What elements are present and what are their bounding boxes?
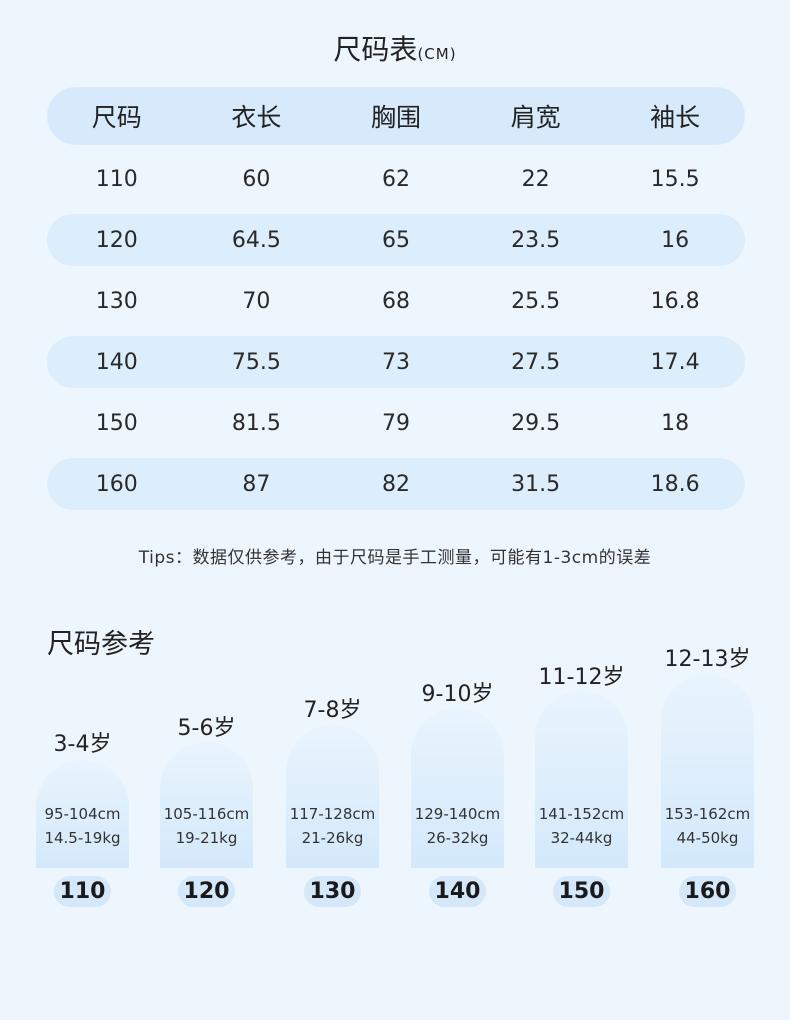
table-cell: 60 [242,166,271,192]
table-cell: 18 [661,410,690,436]
age-label: 12-13岁 [664,647,751,672]
table-cell: 27.5 [511,349,561,375]
table-cell: 65 [381,227,410,253]
height-weight-info: 95-104cm 14.5-19kg [28,802,137,850]
page-title: 尺码表(CM) [0,28,790,68]
header-cell: 肩宽 [510,103,561,132]
table-cell: 64.5 [231,227,281,253]
table-cell: 79 [381,410,410,436]
height-range: 153-162cm [664,805,751,823]
height-weight-info: 153-162cm 44-50kg [653,802,762,850]
table-row: 150 81.5 79 29.5 18 [47,397,745,449]
height-range: 105-116cm [163,805,250,823]
table-cell: 68 [381,288,410,314]
table-cell: 17.4 [650,349,700,375]
table-cell: 87 [242,471,271,497]
table-cell: 110 [95,166,138,192]
weight-range: 21-26kg [301,829,364,847]
table-row: 160 87 82 31.5 18.6 [47,458,745,510]
weight-range: 44-50kg [676,829,739,847]
size-table: 尺码 衣长 胸围 肩宽 袖长 110 60 62 22 15.5 120 64.… [47,87,745,519]
table-cell: 29.5 [511,410,561,436]
table-cell: 81.5 [231,410,281,436]
height-weight-info: 141-152cm 32-44kg [527,802,636,850]
table-cell: 75.5 [231,349,281,375]
table-cell: 70 [242,288,271,314]
header-cell: 尺码 [91,103,142,132]
age-label: 11-12岁 [538,665,625,690]
height-arch [160,742,253,868]
table-cell: 15.5 [650,166,700,192]
age-label: 3-4岁 [53,732,112,757]
table-cell: 25.5 [511,288,561,314]
height-range: 129-140cm [414,805,501,823]
table-cell: 130 [95,288,138,314]
height-range: 95-104cm [44,805,121,823]
height-arch [661,674,754,868]
table-cell: 150 [95,410,138,436]
weight-range: 32-44kg [550,829,613,847]
height-weight-info: 117-128cm 21-26kg [278,802,387,850]
title-unit: (CM) [417,45,457,63]
size-badge: 160 [679,876,736,907]
size-badge: 150 [553,876,610,907]
table-cell: 16 [661,227,690,253]
header-cell: 袖长 [650,103,701,132]
table-row: 120 64.5 65 23.5 16 [47,214,745,266]
table-cell: 62 [381,166,410,192]
size-badge: 110 [54,876,111,907]
age-label: 9-10岁 [421,682,494,707]
table-cell: 23.5 [511,227,561,253]
table-cell: 31.5 [511,471,561,497]
height-arch [535,691,628,868]
height-weight-info: 129-140cm 26-32kg [403,802,512,850]
header-cell: 衣长 [231,103,282,132]
table-cell: 73 [381,349,410,375]
table-cell: 120 [95,227,138,253]
table-cell: 160 [95,471,138,497]
height-arch [36,760,129,868]
table-cell: 22 [521,166,550,192]
size-badge: 140 [429,876,486,907]
weight-range: 14.5-19kg [44,829,121,847]
table-row: 140 75.5 73 27.5 17.4 [47,336,745,388]
title-main: 尺码表 [333,33,418,66]
table-cell: 82 [381,471,410,497]
tips-text: Tips：数据仅供参考，由于尺码是手工测量，可能有1-3cm的误差 [138,548,652,568]
reference-title: 尺码参考 [47,629,155,660]
height-arch [411,708,504,868]
table-cell: 140 [95,349,138,375]
size-badge: 120 [178,876,235,907]
height-arch [286,725,379,868]
age-label: 7-8岁 [303,698,362,723]
table-row: 130 70 68 25.5 16.8 [47,275,745,327]
weight-range: 19-21kg [175,829,238,847]
size-badge: 130 [304,876,361,907]
header-cell: 胸围 [370,103,421,132]
age-label: 5-6岁 [177,716,236,741]
table-header-row: 尺码 衣长 胸围 肩宽 袖长 [47,87,745,145]
table-cell: 18.6 [650,471,700,497]
height-range: 117-128cm [289,805,376,823]
height-weight-info: 105-116cm 19-21kg [152,802,261,850]
table-row: 110 60 62 22 15.5 [47,153,745,205]
height-range: 141-152cm [538,805,625,823]
table-cell: 16.8 [650,288,700,314]
weight-range: 26-32kg [426,829,489,847]
